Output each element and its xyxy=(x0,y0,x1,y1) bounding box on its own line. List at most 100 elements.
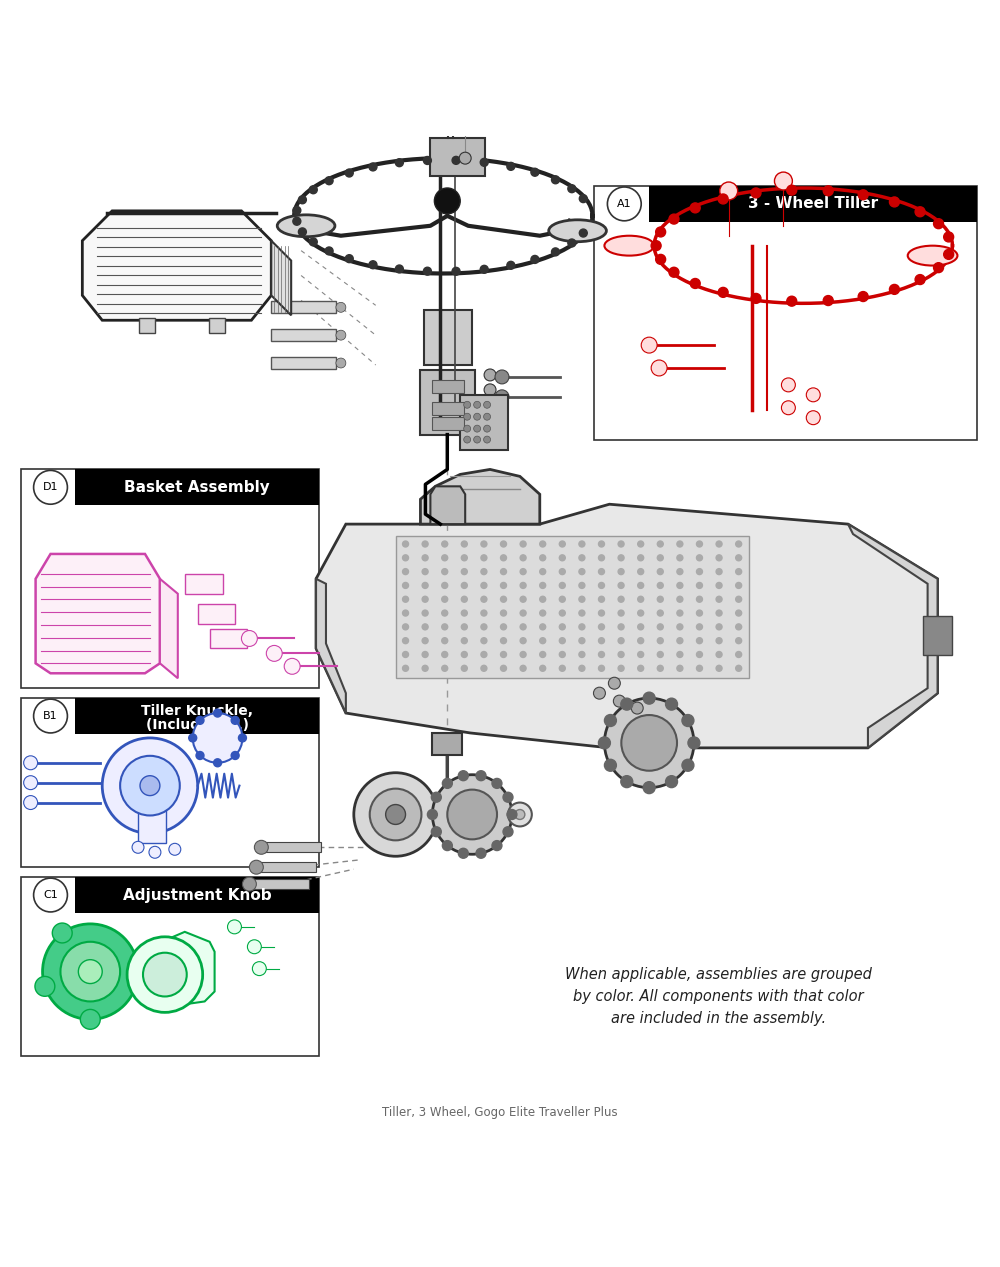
Circle shape xyxy=(481,597,487,602)
Circle shape xyxy=(621,698,633,710)
Circle shape xyxy=(293,207,301,214)
Circle shape xyxy=(696,583,702,588)
Circle shape xyxy=(716,637,722,644)
Circle shape xyxy=(24,796,38,810)
Circle shape xyxy=(638,597,644,602)
Circle shape xyxy=(579,569,585,575)
Circle shape xyxy=(520,665,526,672)
Circle shape xyxy=(461,583,467,588)
Polygon shape xyxy=(160,579,178,678)
Circle shape xyxy=(716,651,722,658)
Circle shape xyxy=(559,583,565,588)
Circle shape xyxy=(651,360,667,376)
Circle shape xyxy=(520,555,526,561)
Ellipse shape xyxy=(549,219,606,242)
Circle shape xyxy=(621,775,633,788)
FancyBboxPatch shape xyxy=(139,318,155,333)
Circle shape xyxy=(422,611,428,616)
Polygon shape xyxy=(396,536,749,678)
Circle shape xyxy=(641,337,657,353)
Circle shape xyxy=(657,597,663,602)
Circle shape xyxy=(247,940,261,954)
Text: 3 - Wheel Tiller: 3 - Wheel Tiller xyxy=(748,196,878,212)
Circle shape xyxy=(442,555,448,561)
Text: Basket Assembly: Basket Assembly xyxy=(124,480,270,495)
Ellipse shape xyxy=(908,246,957,266)
Circle shape xyxy=(508,802,532,826)
Circle shape xyxy=(677,583,683,588)
Circle shape xyxy=(552,176,559,184)
Circle shape xyxy=(442,583,448,588)
Circle shape xyxy=(481,541,487,547)
Circle shape xyxy=(608,678,620,689)
FancyBboxPatch shape xyxy=(432,732,462,755)
Circle shape xyxy=(720,182,738,200)
Bar xyxy=(75,698,319,734)
Circle shape xyxy=(336,331,346,340)
Circle shape xyxy=(736,623,742,630)
Circle shape xyxy=(944,250,954,260)
Circle shape xyxy=(403,665,409,672)
Circle shape xyxy=(696,597,702,602)
Circle shape xyxy=(618,665,624,672)
Circle shape xyxy=(336,359,346,367)
Circle shape xyxy=(24,775,38,789)
Circle shape xyxy=(214,710,222,717)
Circle shape xyxy=(736,555,742,561)
FancyBboxPatch shape xyxy=(209,318,225,333)
Text: Tiller, 3 Wheel, Gogo Elite Traveller Plus: Tiller, 3 Wheel, Gogo Elite Traveller Pl… xyxy=(382,1106,618,1119)
Circle shape xyxy=(495,390,509,404)
Circle shape xyxy=(403,651,409,658)
Circle shape xyxy=(461,637,467,644)
Circle shape xyxy=(501,597,506,602)
Circle shape xyxy=(238,734,246,742)
Circle shape xyxy=(24,756,38,770)
Circle shape xyxy=(823,295,833,305)
Circle shape xyxy=(458,849,468,858)
Circle shape xyxy=(599,541,604,547)
Circle shape xyxy=(858,291,868,302)
Circle shape xyxy=(696,555,702,561)
Circle shape xyxy=(736,651,742,658)
Circle shape xyxy=(484,413,491,421)
Circle shape xyxy=(656,255,666,265)
Polygon shape xyxy=(316,579,346,713)
FancyBboxPatch shape xyxy=(249,879,309,889)
Circle shape xyxy=(434,188,460,214)
Circle shape xyxy=(461,569,467,575)
Circle shape xyxy=(716,583,722,588)
Circle shape xyxy=(716,597,722,602)
Circle shape xyxy=(599,555,604,561)
Circle shape xyxy=(643,692,655,704)
Circle shape xyxy=(915,275,925,285)
Circle shape xyxy=(718,288,728,298)
Circle shape xyxy=(464,426,471,432)
Circle shape xyxy=(423,267,431,275)
Circle shape xyxy=(531,169,539,176)
Circle shape xyxy=(657,623,663,630)
Circle shape xyxy=(751,188,761,198)
Circle shape xyxy=(431,827,441,836)
Circle shape xyxy=(369,163,377,171)
Circle shape xyxy=(495,370,509,384)
Circle shape xyxy=(696,637,702,644)
Circle shape xyxy=(34,878,67,912)
Circle shape xyxy=(476,849,486,858)
Circle shape xyxy=(638,611,644,616)
Text: Adjustment Knob: Adjustment Knob xyxy=(123,888,272,902)
Circle shape xyxy=(677,597,683,602)
Circle shape xyxy=(241,631,257,646)
Circle shape xyxy=(345,169,353,177)
Circle shape xyxy=(696,623,702,630)
Circle shape xyxy=(354,773,437,856)
Circle shape xyxy=(696,541,702,547)
Circle shape xyxy=(422,623,428,630)
Circle shape xyxy=(934,262,944,272)
Circle shape xyxy=(461,665,467,672)
Text: When applicable, assemblies are grouped
by color. All components with that color: When applicable, assemblies are grouped … xyxy=(565,967,872,1026)
Circle shape xyxy=(643,782,655,793)
Circle shape xyxy=(618,569,624,575)
Circle shape xyxy=(559,597,565,602)
Circle shape xyxy=(422,555,428,561)
Circle shape xyxy=(598,737,610,749)
